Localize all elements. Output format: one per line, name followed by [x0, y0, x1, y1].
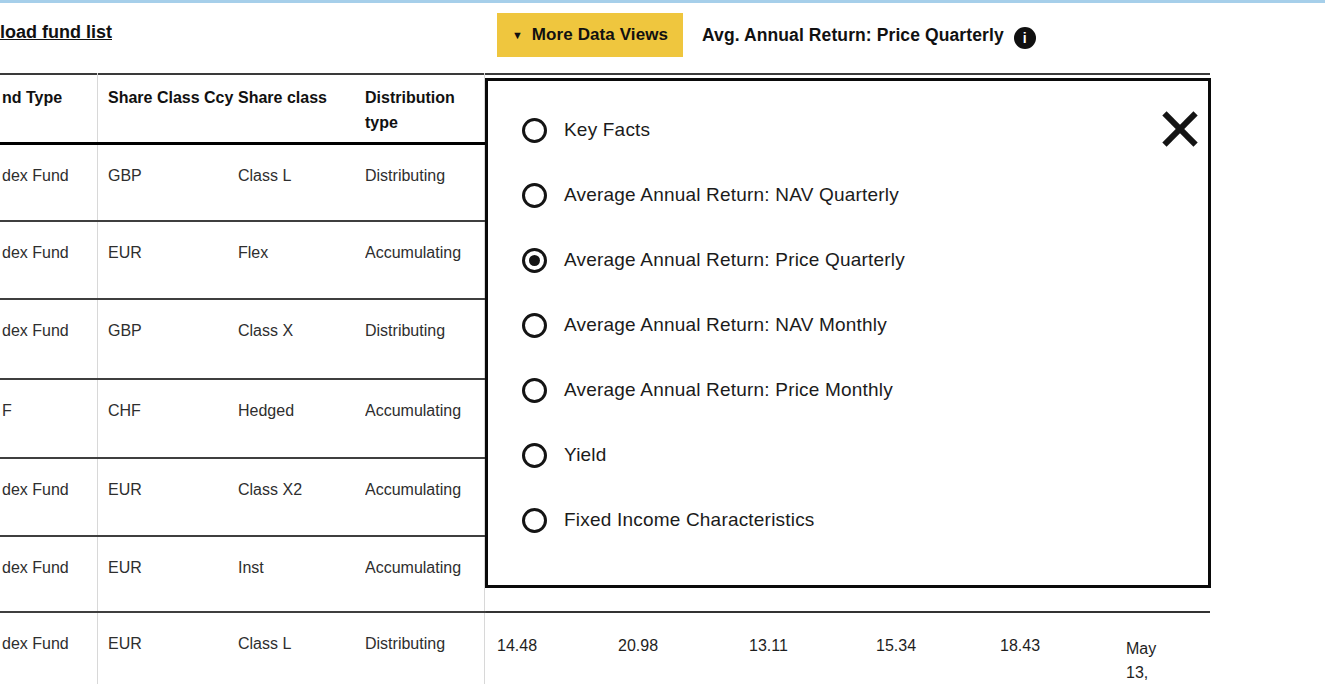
table-cell: Distributing [365, 613, 486, 684]
return-value: 15.34 [876, 637, 916, 655]
view-title: Avg. Annual Return: Price Quarterly [702, 25, 1004, 46]
table-cell: Inst [238, 537, 365, 611]
data-view-option-label: Key Facts [564, 119, 650, 141]
table-cell: Flex [238, 222, 365, 298]
table-cell: Accumulating [365, 222, 486, 298]
data-view-option-label: Average Annual Return: Price Monthly [564, 379, 893, 401]
table-cell: Distributing [365, 145, 486, 220]
data-view-option-label: Yield [564, 444, 607, 466]
radio-selected-icon[interactable] [522, 248, 547, 273]
table-row: dex FundEURInstAccumulating [0, 537, 486, 613]
data-view-option[interactable]: Fixed Income Characteristics [522, 507, 1208, 533]
radio-icon[interactable] [522, 183, 547, 208]
download-fund-list-link[interactable]: load fund list [0, 22, 112, 43]
table-cell: dex Fund [0, 222, 97, 298]
table-cell: dex Fund [0, 613, 97, 684]
column-header: nd Type [0, 73, 97, 142]
column-header: Share Class Ccy [97, 73, 238, 142]
more-data-views-modal: Key Facts Average Annual Return: NAV Quar… [485, 78, 1211, 588]
table-cell: EUR [97, 222, 238, 298]
table-cell: EUR [97, 613, 238, 684]
page: load fund list ▼ More Data Views Avg. An… [0, 0, 1325, 684]
radio-icon[interactable] [522, 313, 547, 338]
data-view-option[interactable]: Average Annual Return: NAV Quarterly [522, 182, 1208, 208]
table-cell: Class X2 [238, 459, 365, 535]
more-data-views-button[interactable]: ▼ More Data Views [497, 13, 683, 57]
radio-icon[interactable] [522, 118, 547, 143]
fund-table-body: dex FundGBPClass LDistributingdex FundEU… [0, 145, 486, 684]
table-cell: dex Fund [0, 145, 97, 220]
table-cell: Accumulating [365, 459, 486, 535]
table-cell: Accumulating [365, 537, 486, 611]
table-row: dex FundEURFlexAccumulating [0, 222, 486, 300]
as-of-date: May 13, 2019 [1126, 637, 1162, 684]
table-cell: Class L [238, 613, 365, 684]
radio-dot [529, 255, 540, 266]
data-view-option-label: Average Annual Return: Price Quarterly [564, 249, 905, 271]
table-cell: Class X [238, 300, 365, 378]
table-cell: Class L [238, 145, 365, 220]
more-data-views-label: More Data Views [532, 25, 668, 45]
data-view-option-label: Average Annual Return: NAV Quarterly [564, 184, 899, 206]
table-cell: dex Fund [0, 537, 97, 611]
return-value: 13.11 [749, 637, 788, 655]
table-cell: Distributing [365, 300, 486, 378]
radio-icon[interactable] [522, 508, 547, 533]
data-view-option[interactable]: Average Annual Return: NAV Monthly [522, 312, 1208, 338]
row-divider [485, 611, 1210, 613]
view-title-wrap: Avg. Annual Return: Price Quarterly i [702, 13, 1036, 57]
table-cell: CHF [97, 380, 238, 457]
data-view-option-label: Fixed Income Characteristics [564, 509, 815, 531]
chevron-down-icon: ▼ [512, 30, 523, 41]
table-cell: dex Fund [0, 459, 97, 535]
info-icon[interactable]: i [1014, 27, 1036, 49]
data-view-option[interactable]: Average Annual Return: Price Quarterly [522, 247, 1208, 273]
data-views-options: Key Facts Average Annual Return: NAV Quar… [488, 81, 1208, 533]
radio-icon[interactable] [522, 378, 547, 403]
return-value: 14.48 [497, 637, 537, 655]
fund-table: nd TypeShare Class CcyShare classDistrib… [0, 73, 486, 684]
return-value: 20.98 [618, 637, 658, 655]
data-view-option[interactable]: Average Annual Return: Price Monthly [522, 377, 1208, 403]
column-header: Distribution type [365, 73, 486, 142]
table-row: dex FundEURClass LDistributing [0, 613, 486, 684]
table-row: dex FundGBPClass LDistributing [0, 145, 486, 222]
data-view-option[interactable]: Key Facts [522, 117, 1208, 143]
table-cell: EUR [97, 537, 238, 611]
data-view-option-label: Average Annual Return: NAV Monthly [564, 314, 887, 336]
table-row: dex FundEURClass X2Accumulating [0, 459, 486, 537]
table-cell: F [0, 380, 97, 457]
fund-table-header-row: nd TypeShare Class CcyShare classDistrib… [0, 73, 486, 145]
table-row: dex FundGBPClass XDistributing [0, 300, 486, 380]
table-row: FCHFHedgedAccumulating [0, 380, 486, 459]
column-header: Share class [238, 73, 365, 142]
table-cell: Accumulating [365, 380, 486, 457]
radio-icon[interactable] [522, 443, 547, 468]
table-cell: GBP [97, 145, 238, 220]
table-cell: dex Fund [0, 300, 97, 378]
table-cell: EUR [97, 459, 238, 535]
data-view-option[interactable]: Yield [522, 442, 1208, 468]
table-cell: Hedged [238, 380, 365, 457]
top-accent-bar [0, 0, 1325, 3]
return-value: 18.43 [1000, 637, 1040, 655]
table-cell: GBP [97, 300, 238, 378]
close-icon[interactable] [1162, 111, 1198, 147]
